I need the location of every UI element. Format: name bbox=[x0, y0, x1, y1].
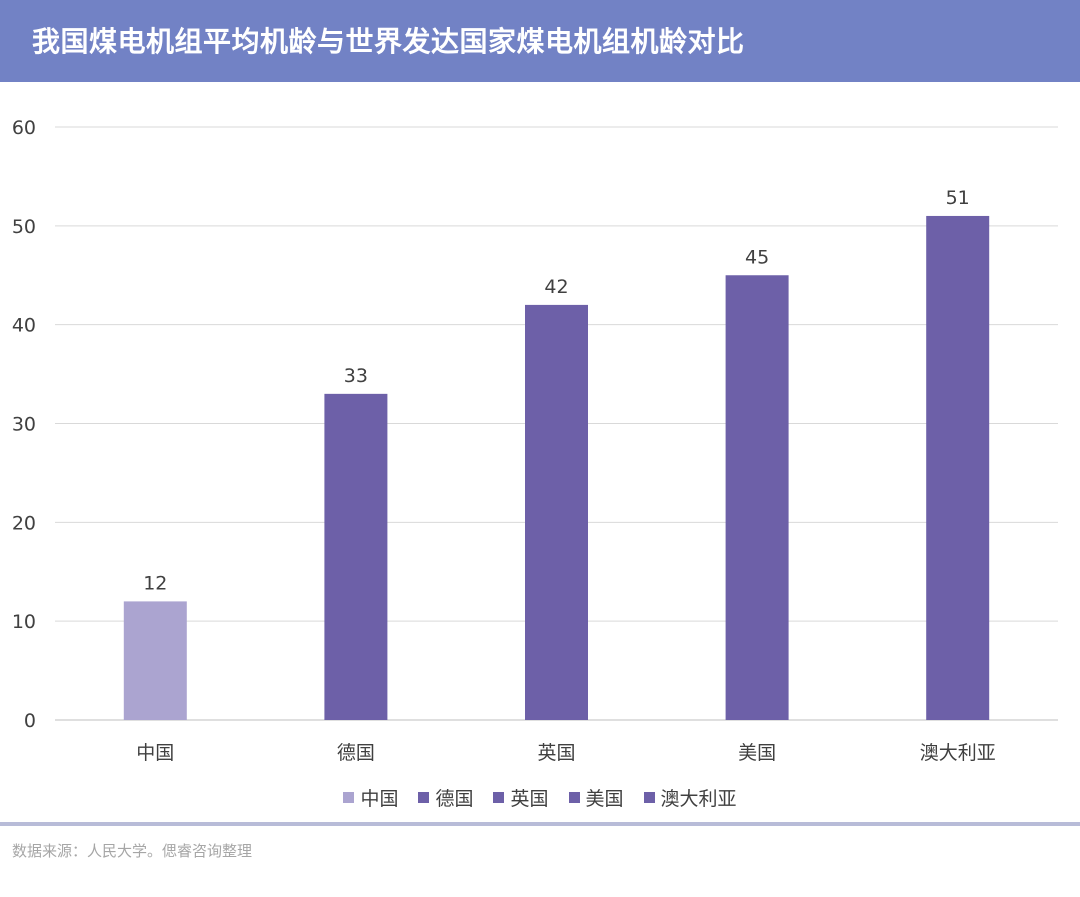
y-tick-label: 0 bbox=[24, 710, 36, 732]
bar bbox=[725, 275, 789, 720]
legend-swatch bbox=[493, 792, 505, 803]
legend-label: 美国 bbox=[585, 788, 624, 810]
legend-swatch bbox=[568, 792, 580, 803]
legend-swatch bbox=[343, 792, 355, 803]
x-tick-label: 澳大利亚 bbox=[920, 742, 996, 764]
bar bbox=[324, 393, 388, 720]
bottom-divider bbox=[0, 822, 1080, 826]
legend-label: 英国 bbox=[510, 788, 549, 810]
legend-item: 澳大利亚 bbox=[643, 784, 737, 811]
chart-title: 我国煤电机组平均机龄与世界发达国家煤电机组机龄对比 bbox=[32, 25, 745, 58]
y-tick-label: 30 bbox=[12, 414, 36, 436]
x-tick-label: 德国 bbox=[337, 742, 375, 764]
legend-label: 德国 bbox=[435, 788, 474, 810]
y-tick-label: 40 bbox=[12, 315, 36, 337]
data-label: 33 bbox=[344, 365, 368, 387]
x-tick-label: 中国 bbox=[136, 742, 174, 764]
legend-item: 中国 bbox=[343, 784, 398, 811]
y-tick-label: 20 bbox=[12, 512, 36, 534]
y-tick-label: 50 bbox=[12, 216, 36, 238]
source-note: 数据来源：人民大学。偲睿咨询整理 bbox=[12, 842, 253, 860]
legend-item: 英国 bbox=[493, 784, 549, 811]
y-tick-label: 10 bbox=[12, 611, 36, 633]
legend-swatch bbox=[643, 792, 655, 803]
x-tick-label: 英国 bbox=[537, 742, 575, 764]
data-label: 12 bbox=[143, 572, 167, 594]
legend-swatch bbox=[418, 792, 430, 803]
bar bbox=[525, 304, 588, 720]
legend-item: 德国 bbox=[418, 784, 473, 811]
legend-item: 美国 bbox=[568, 784, 624, 811]
data-label: 51 bbox=[946, 187, 970, 209]
data-label: 42 bbox=[544, 276, 568, 298]
bar bbox=[926, 215, 990, 720]
title-bar: 我国煤电机组平均机龄与世界发达国家煤电机组机龄对比 bbox=[0, 0, 1080, 82]
bar bbox=[123, 601, 187, 720]
chart-legend: 中国 德国 英国 美国 澳大利亚 bbox=[0, 784, 1080, 811]
x-tick-label: 美国 bbox=[738, 742, 776, 764]
data-label: 45 bbox=[745, 246, 769, 268]
y-tick-label: 60 bbox=[12, 117, 36, 139]
legend-label: 中国 bbox=[360, 788, 399, 810]
bar-chart: 0 10 20 30 40 50 60 12 中国 33 德国 42 英国 45 美国 51 澳大利亚 bbox=[12, 117, 1058, 764]
legend-label: 澳大利亚 bbox=[660, 788, 737, 810]
